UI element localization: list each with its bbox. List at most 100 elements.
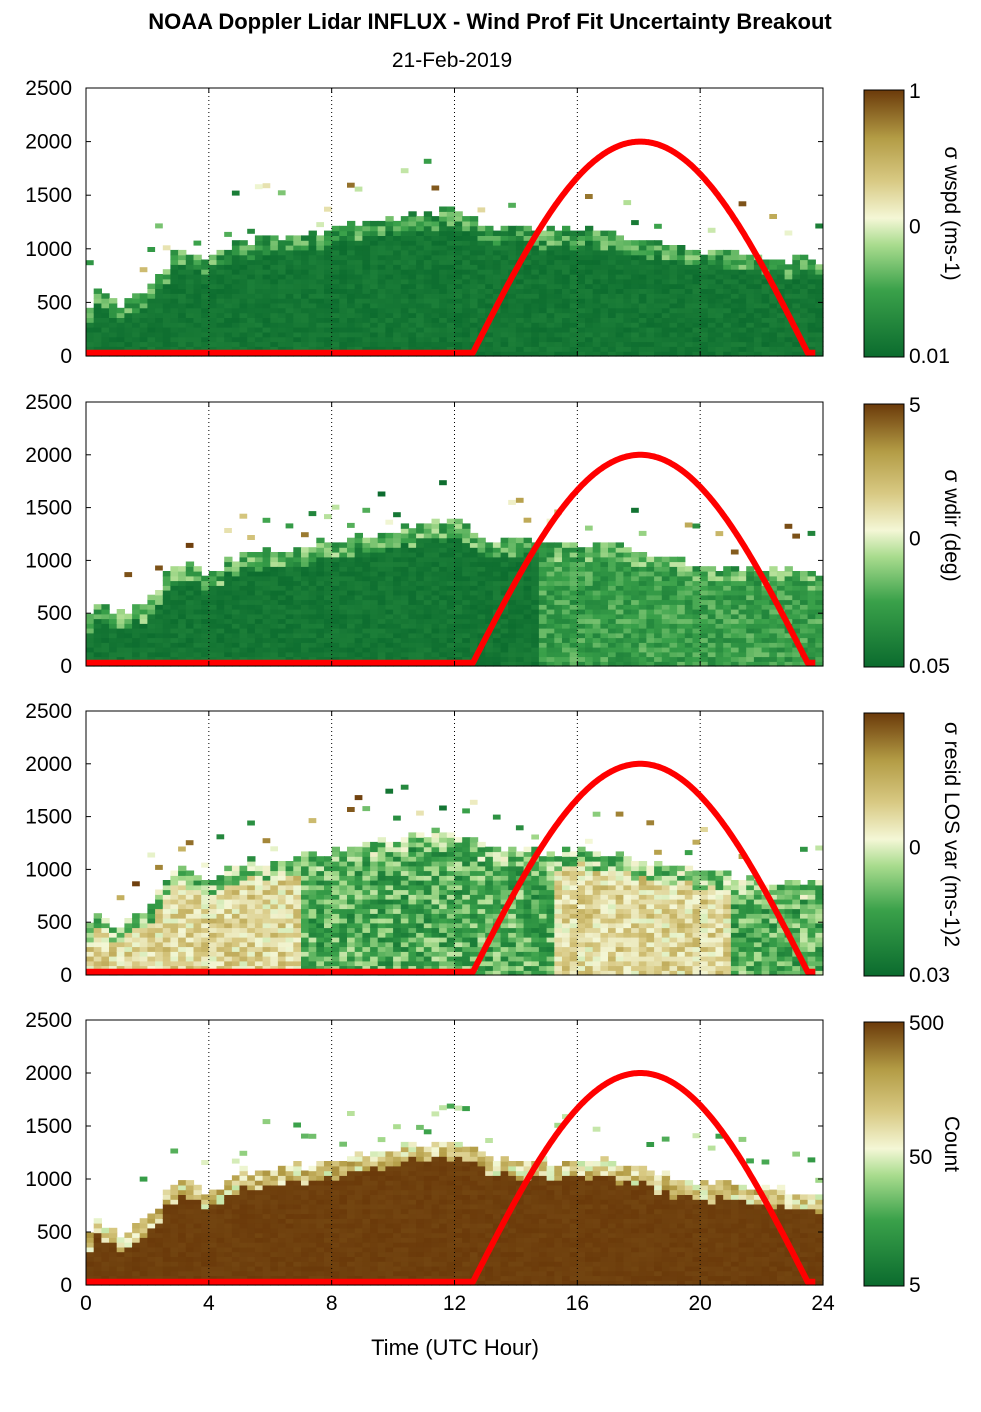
heatmap-cell xyxy=(454,580,463,586)
heatmap-cell xyxy=(669,632,678,639)
heatmap-cell xyxy=(170,913,179,919)
heatmap-cell xyxy=(224,293,233,299)
heatmap-cell xyxy=(753,661,763,667)
heatmap-cell xyxy=(147,317,156,323)
heatmap-cell xyxy=(270,552,279,558)
heatmap-cell xyxy=(515,580,525,586)
heatmap-cell xyxy=(178,870,187,876)
heatmap-cell xyxy=(385,341,394,347)
heatmap-cell xyxy=(231,918,241,924)
heatmap-cell xyxy=(216,932,225,938)
heatmap-cell xyxy=(162,269,172,275)
heatmap-cell xyxy=(439,336,448,343)
heatmap-cell xyxy=(631,609,640,615)
heatmap-cell xyxy=(569,240,578,246)
heatmap-cell xyxy=(500,259,509,265)
heatmap-cell xyxy=(669,566,678,572)
heatmap-cell xyxy=(416,604,425,610)
heatmap-cell xyxy=(531,599,540,605)
heatmap-cell xyxy=(800,351,809,357)
heatmap-cell xyxy=(293,561,302,567)
heatmap-cell xyxy=(354,642,363,648)
heatmap-cell xyxy=(377,235,386,241)
heatmap-cell xyxy=(546,651,555,658)
heatmap-cell xyxy=(277,571,287,577)
heatmap-cell xyxy=(301,269,310,275)
heatmap-cell xyxy=(707,651,717,658)
heatmap-cell xyxy=(208,599,218,605)
heatmap-cell xyxy=(631,283,640,289)
heatmap-cell xyxy=(423,235,433,241)
heatmap-cell xyxy=(170,647,179,653)
heatmap-cell xyxy=(554,609,563,615)
heatmap-cell xyxy=(408,537,417,544)
heatmap-cell xyxy=(615,651,624,658)
heatmap-cell xyxy=(638,245,648,251)
heatmap-cell xyxy=(592,594,601,601)
heatmap-cell xyxy=(592,240,601,246)
heatmap-cell xyxy=(339,552,348,558)
heatmap-cell xyxy=(377,327,386,333)
heatmap-cell xyxy=(400,293,410,299)
heatmap-cell xyxy=(592,283,601,289)
heatmap-cell xyxy=(577,609,586,615)
heatmap-cell xyxy=(569,571,578,577)
heatmap-cell xyxy=(554,580,563,586)
heatmap-cell xyxy=(216,269,225,275)
heatmap-cell xyxy=(462,594,471,601)
heatmap-cell xyxy=(692,566,701,572)
heatmap-cell xyxy=(800,274,809,280)
heatmap-cell xyxy=(523,351,532,357)
heatmap-cell xyxy=(669,254,678,261)
heatmap-cell xyxy=(815,331,824,338)
heatmap-cell xyxy=(178,317,187,323)
heatmap-cell xyxy=(715,661,724,667)
heatmap-cell xyxy=(216,317,225,323)
heatmap-cell xyxy=(301,585,310,591)
heatmap-cell xyxy=(500,575,509,582)
heatmap-cell xyxy=(316,283,325,289)
heatmap-cell xyxy=(439,642,448,648)
heatmap-cell xyxy=(546,647,555,653)
heatmap-cell xyxy=(324,594,333,601)
heatmap-cell xyxy=(308,656,317,662)
heatmap-cell xyxy=(769,661,778,667)
heatmap-cell xyxy=(254,235,264,241)
heatmap-cell xyxy=(385,561,394,567)
heatmap-cell xyxy=(331,580,340,586)
heatmap-cell xyxy=(431,647,440,653)
heatmap-cell xyxy=(147,623,156,629)
heatmap-cell xyxy=(301,254,310,261)
heatmap-cell xyxy=(600,240,609,246)
heatmap-cell xyxy=(285,637,294,643)
heatmap-cell xyxy=(692,585,701,591)
heatmap-cell xyxy=(139,632,148,639)
heatmap-cell xyxy=(254,184,263,190)
heatmap-cell xyxy=(577,647,586,653)
heatmap-cell xyxy=(469,623,479,629)
heatmap-cell xyxy=(723,613,732,620)
heatmap-cell xyxy=(347,542,356,548)
heatmap-cell xyxy=(585,609,594,615)
heatmap-cell xyxy=(723,254,732,261)
heatmap-cell xyxy=(677,254,686,261)
heatmap-cell xyxy=(400,590,410,596)
heatmap-cell xyxy=(270,656,279,662)
heatmap-cell xyxy=(277,651,287,658)
heatmap-cell xyxy=(730,254,740,261)
heatmap-cell xyxy=(193,566,202,572)
heatmap-cell xyxy=(700,651,709,658)
heatmap-cell xyxy=(815,637,824,643)
heatmap-cell xyxy=(746,269,755,275)
heatmap-cell xyxy=(492,651,502,658)
heatmap-cell xyxy=(162,585,172,591)
heatmap-cell xyxy=(454,571,463,577)
heatmap-cell xyxy=(339,628,348,634)
heatmap-cell xyxy=(761,647,770,653)
heatmap-cell xyxy=(124,628,133,634)
heatmap-cell xyxy=(285,561,294,567)
heatmap-cell xyxy=(600,245,609,251)
heatmap-cell xyxy=(331,632,340,639)
heatmap-cell xyxy=(615,293,624,299)
heatmap-cell xyxy=(677,594,686,601)
